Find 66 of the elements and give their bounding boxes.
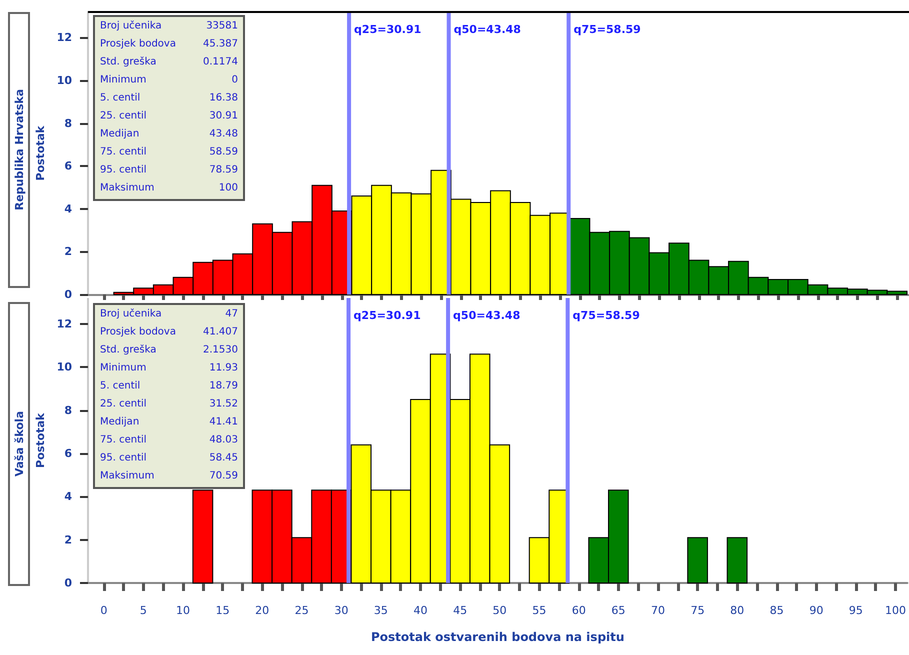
y-tick-label: 4	[64, 490, 72, 504]
y-tick-label: 0	[64, 576, 72, 590]
x-tick-label: 5	[140, 604, 147, 617]
y-tick-label: 6	[64, 446, 72, 460]
y-tick-label: 10	[56, 360, 72, 374]
x-tick-label: 25	[294, 604, 309, 617]
y-tick-label: 10	[56, 74, 72, 87]
ref-line-label: q25=30.91	[354, 309, 421, 322]
text: Std. greška 2.1530	[100, 344, 238, 356]
y-tick-label: 4	[64, 202, 72, 216]
text: Vaša škola	[12, 411, 26, 477]
text: Prosjek bodova 41.407	[100, 326, 238, 338]
text: 25. centil 31.52	[100, 398, 238, 410]
ref-line-label: q50=43.48	[453, 309, 520, 322]
text: Minimum 11.93	[100, 362, 238, 374]
x-tick-label: 60	[572, 604, 586, 617]
y-tick-label: 2	[64, 533, 72, 546]
x-tick-label: 0	[100, 604, 108, 617]
y-tick-label: 0	[64, 288, 72, 301]
x-tick-label: 10	[176, 604, 190, 617]
x-tick-label: 65	[611, 604, 626, 617]
text: Maksimum 100	[100, 182, 238, 194]
text: Broj učenika 47	[100, 308, 238, 320]
ref-line-label: q50=43.48	[454, 23, 521, 36]
text: 95. centil 78.59	[100, 164, 238, 176]
x-tick-label: 75	[690, 604, 705, 617]
x-tick-label: 20	[255, 604, 270, 617]
ref-line-label: q75=58.59	[572, 309, 640, 322]
y-tick-label: 12	[56, 317, 72, 330]
y-tick-label: 12	[56, 31, 72, 44]
text: Minimum 0	[100, 74, 238, 86]
text: 25. centil 30.91	[100, 110, 238, 122]
x-tick-label: 35	[374, 604, 388, 617]
x-tick-label: 95	[848, 604, 863, 617]
y-tick-label: 2	[64, 245, 72, 258]
x-tick-label: 80	[730, 604, 744, 617]
text: 95. centil 58.45	[100, 452, 238, 464]
text: Maksimum 70.59	[100, 470, 238, 482]
text: 75. centil 48.03	[100, 434, 238, 446]
y-tick-label: 8	[64, 116, 72, 130]
ref-line-label: q25=30.91	[354, 23, 422, 36]
y-tick-label: 8	[64, 404, 72, 417]
x-tick-label: 15	[216, 604, 230, 617]
y-axis-title: Postotak	[34, 412, 47, 468]
text: 75. centil 58.59	[100, 146, 238, 158]
x-tick-label: 50	[492, 604, 507, 617]
x-tick-label: 70	[651, 604, 665, 617]
y-tick-label: 6	[64, 160, 72, 173]
text: 5. centil 18.79	[100, 380, 238, 392]
y-axis-title: Postotak	[34, 125, 47, 181]
text: Prosjek bodova 45.387	[100, 38, 238, 50]
ref-line-label: q75=58.59	[574, 23, 641, 36]
text: 5. centil 16.38	[100, 92, 238, 104]
text: Std. greška 0.1174	[100, 56, 238, 68]
x-tick-label: 100	[885, 604, 906, 617]
text: Medijan 41.41	[100, 416, 238, 428]
x-tick-label: 55	[532, 604, 546, 617]
x-tick-label: 40	[414, 604, 428, 617]
text: Republika Hrvatska	[12, 89, 26, 211]
x-tick-label: 45	[453, 604, 468, 617]
x-tick-label: 90	[809, 604, 824, 617]
text: Medijan 43.48	[100, 128, 238, 140]
text: Broj učenika 33581	[100, 20, 238, 32]
x-axis-title: Postotak ostvarenih bodova na ispitu	[370, 630, 624, 644]
x-tick-label: 85	[770, 604, 784, 617]
x-tick-label: 30	[334, 604, 348, 617]
